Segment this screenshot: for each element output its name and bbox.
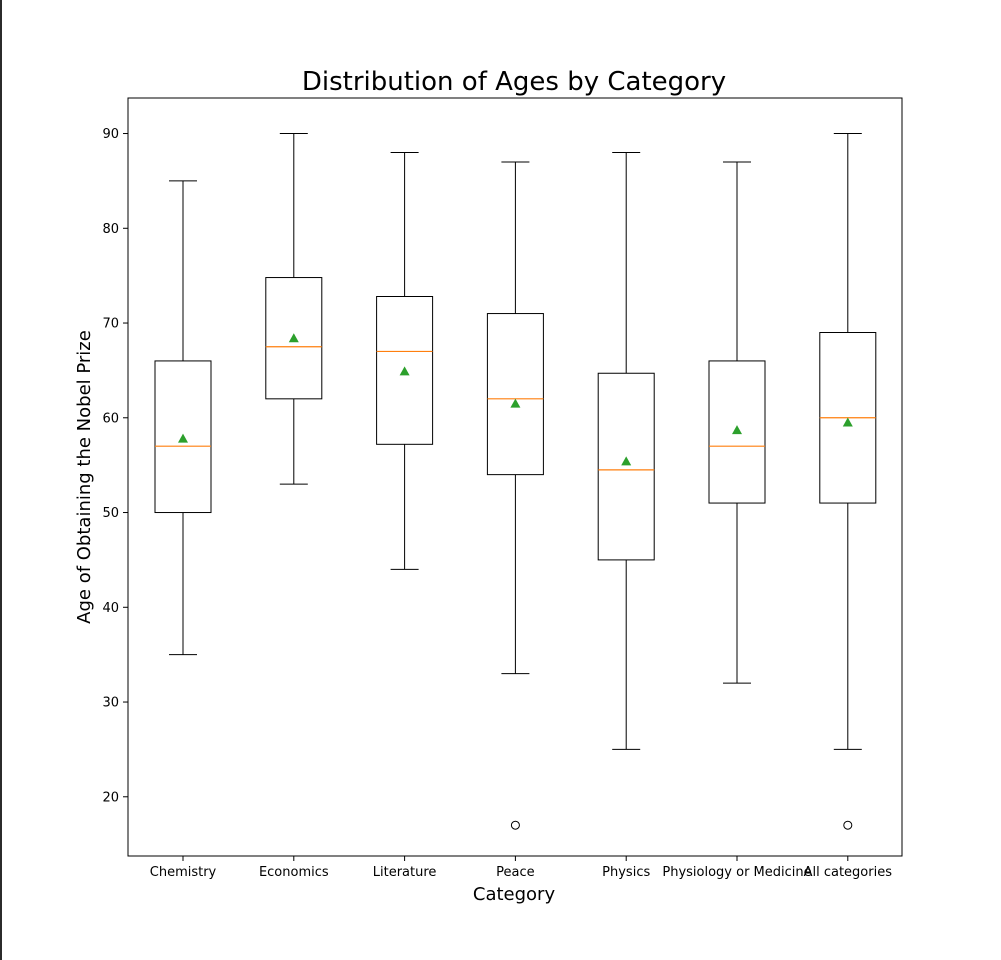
y-axis-label: Age of Obtaining the Nobel Prize xyxy=(74,330,95,624)
y-tick-label: 40 xyxy=(102,601,119,616)
x-tick-label: Physiology or Medicine xyxy=(662,865,811,880)
box-physics xyxy=(597,151,655,750)
outlier-point xyxy=(510,820,520,830)
y-tick-label: 90 xyxy=(102,127,119,142)
mean-marker xyxy=(399,366,410,376)
x-tick-label: All categories xyxy=(804,865,893,880)
mean-marker xyxy=(510,398,521,408)
box-literature xyxy=(376,151,434,570)
outlier-point xyxy=(843,820,853,830)
x-tick-label: Peace xyxy=(496,865,535,880)
x-tick-label: Physics xyxy=(602,865,650,880)
iqr-box xyxy=(376,296,434,445)
x-axis: Chemistry Economics Literature Peace Physics… xyxy=(150,856,892,880)
mean-marker xyxy=(621,456,632,466)
x-tick-label: Economics xyxy=(259,865,329,880)
box-chemistry xyxy=(154,180,212,656)
chart-title: Distribution of Ages by Category xyxy=(302,67,726,97)
boxes-group xyxy=(154,133,877,830)
y-tick-label: 30 xyxy=(102,696,119,711)
box-all-categories xyxy=(819,133,877,830)
box-peace xyxy=(486,161,544,830)
iqr-box xyxy=(265,277,323,400)
mean-marker xyxy=(732,425,742,435)
iqr-box xyxy=(597,372,655,561)
box-physiology-or-medicine xyxy=(708,161,766,684)
mean-marker xyxy=(288,333,299,343)
mean-marker xyxy=(842,417,853,427)
y-axis: 20 30 40 50 60 70 80 90 xyxy=(102,127,128,805)
y-tick-label: 80 xyxy=(102,222,119,237)
y-tick-label: 70 xyxy=(102,317,119,332)
iqr-box xyxy=(154,360,212,514)
iqr-box xyxy=(486,313,544,476)
x-axis-label: Category xyxy=(473,884,556,905)
y-tick-label: 60 xyxy=(102,411,119,426)
y-tick-label: 50 xyxy=(102,506,119,521)
iqr-box xyxy=(708,360,766,504)
window-left-edge xyxy=(0,0,2,960)
mean-marker xyxy=(178,433,188,443)
x-tick-label: Chemistry xyxy=(150,865,217,880)
box-economics xyxy=(265,133,323,485)
y-tick-label: 20 xyxy=(102,790,119,805)
x-tick-label: Literature xyxy=(373,865,437,880)
